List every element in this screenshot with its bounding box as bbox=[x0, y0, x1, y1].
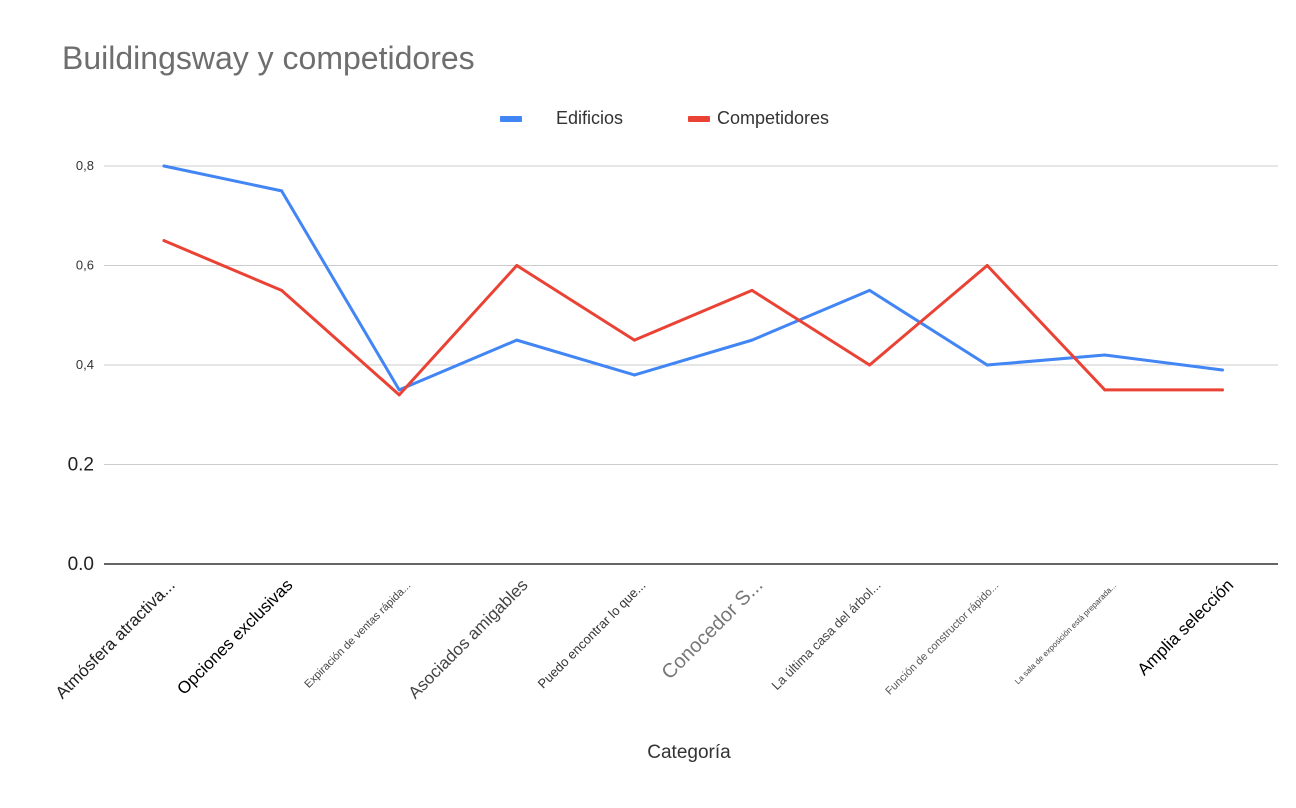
y-tick-label: 0.0 bbox=[68, 554, 94, 575]
x-tick-label: Opciones exclusivas bbox=[173, 575, 296, 698]
data-point bbox=[868, 363, 872, 367]
legend-label-edificios: Edificios bbox=[556, 108, 624, 128]
legend-swatch-competidores bbox=[688, 116, 710, 122]
data-point bbox=[1103, 388, 1107, 392]
data-point bbox=[632, 338, 636, 342]
y-tick-label: 0.2 bbox=[68, 455, 94, 476]
data-point bbox=[1103, 353, 1107, 357]
data-point bbox=[515, 338, 519, 342]
data-point bbox=[162, 164, 166, 168]
data-point bbox=[397, 388, 401, 392]
x-tick-label: Conocedor S... bbox=[658, 574, 768, 684]
data-point bbox=[632, 373, 636, 377]
y-tick-label: 0,8 bbox=[76, 158, 94, 173]
data-point bbox=[397, 393, 401, 397]
x-axis-title: Categoría bbox=[647, 742, 731, 763]
x-tick-label: Puedo encontrar lo que... bbox=[535, 578, 649, 692]
data-point bbox=[515, 264, 519, 267]
data-point bbox=[162, 239, 166, 243]
x-tick-label: Atmósfera atractiva... bbox=[52, 575, 179, 702]
legend-swatch-edificios bbox=[500, 116, 522, 122]
x-tick-label: Expiración de ventas rápida... bbox=[302, 580, 413, 691]
data-point bbox=[868, 288, 872, 292]
x-tick-label: Amplia selección bbox=[1134, 575, 1238, 679]
data-point bbox=[1220, 388, 1224, 392]
y-tick-label: 0,4 bbox=[76, 357, 94, 372]
data-point bbox=[985, 264, 989, 267]
legend-label-competidores: Competidores bbox=[717, 108, 830, 128]
x-tick-label: La última casa del árbol... bbox=[768, 578, 883, 693]
x-tick-label: Asociados amigables bbox=[405, 575, 532, 702]
y-tick-label: 0,6 bbox=[76, 258, 94, 273]
data-point bbox=[280, 288, 284, 292]
x-tick-label: La sala de exposición está preparada... bbox=[1013, 581, 1118, 686]
series-line-competidores bbox=[162, 239, 1224, 397]
x-tick-label: Función de constructor rápido... bbox=[883, 580, 1001, 698]
series-line-edificios bbox=[162, 164, 1224, 392]
data-point bbox=[750, 288, 754, 292]
data-point bbox=[280, 189, 284, 193]
data-point bbox=[985, 363, 989, 367]
data-point bbox=[1220, 368, 1224, 372]
chart-title: Buildingsway y competidores bbox=[62, 40, 475, 76]
data-point bbox=[750, 338, 754, 342]
legend: Edificios Competidores bbox=[0, 104, 1296, 132]
